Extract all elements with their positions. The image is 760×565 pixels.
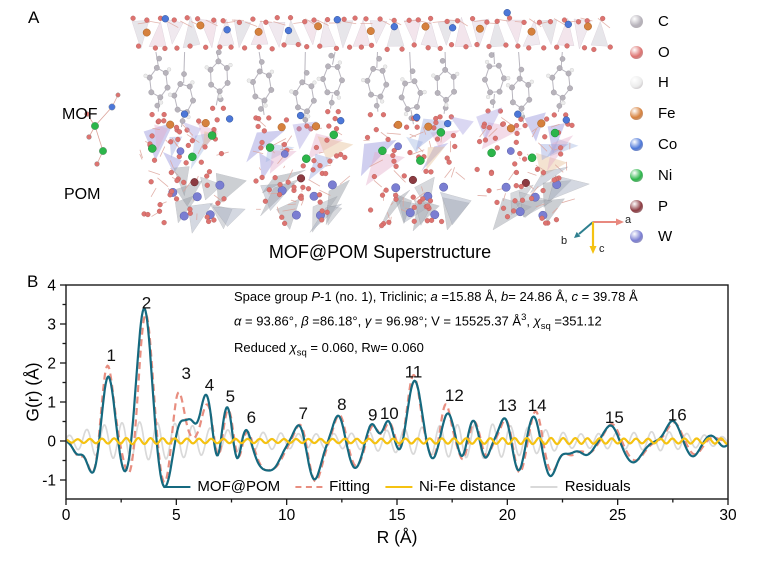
edge-atom-chain: [84, 92, 121, 167]
atom-legend-item-w: W: [630, 222, 677, 253]
peak-label-7: 7: [298, 404, 307, 423]
y-tick-label: 3: [47, 317, 56, 334]
mof-pom-interface-cluster: [139, 110, 234, 176]
x-axis-label: R (Å): [376, 527, 418, 547]
panel-a-caption: MOF@POM Superstructure: [268, 242, 492, 262]
x-tick-label: 25: [609, 507, 626, 524]
atom-legend-item-p: P: [630, 191, 677, 222]
atom-sphere-w-icon: [630, 230, 643, 244]
axis-a-label: a: [625, 214, 632, 226]
atom-symbol-label: P: [658, 197, 669, 215]
series-ni-fe-distance: [66, 436, 728, 446]
pom-cluster: [141, 166, 247, 234]
y-axis-label: G(r) (Å): [22, 362, 43, 422]
legend-label: Fitting: [329, 478, 371, 495]
axis-b-label: b: [561, 235, 568, 247]
chart-series: [66, 307, 728, 489]
peak-label-16: 16: [668, 405, 687, 424]
y-tick-label: 0: [47, 434, 56, 451]
x-tick-label: 5: [172, 507, 181, 524]
atom-sphere-co-icon: [630, 138, 643, 152]
atom-legend-item-ni: Ni: [630, 160, 677, 191]
pom-cluster: [477, 166, 591, 231]
legend-label: Residuals: [564, 478, 631, 495]
peak-label-8: 8: [337, 395, 346, 414]
panel-b-label: B: [27, 272, 39, 291]
legend-line-sample: [530, 485, 558, 488]
atom-symbol-label: Fe: [658, 105, 676, 123]
pom-cluster: [367, 167, 472, 232]
atom-sphere-ni-icon: [630, 168, 643, 182]
atom-legend-item-fe: Fe: [630, 98, 677, 129]
chart-legend-item: Ni-Fe distance: [385, 478, 516, 495]
peak-label-10: 10: [380, 404, 399, 423]
series-mof-pom: [66, 307, 728, 489]
peak-label-9: 9: [368, 405, 377, 424]
legend-line-sample: [385, 485, 413, 488]
peak-label-5: 5: [226, 387, 235, 406]
atom-color-legend: C O H Fe Co Ni P W: [630, 6, 677, 252]
peak-label-13: 13: [498, 396, 517, 415]
x-tick-label: 20: [499, 507, 517, 524]
atom-legend-item-o: O: [630, 37, 677, 68]
peak-label-4: 4: [205, 375, 214, 394]
atom-legend-item-h: H: [630, 68, 677, 99]
atom-sphere-p-icon: [630, 199, 643, 213]
atom-sphere-o-icon: [630, 45, 643, 59]
atom-sphere-h-icon: [630, 76, 643, 90]
mof-pom-interface-cluster: [360, 113, 474, 186]
series-fitting: [66, 312, 728, 484]
peak-label-14: 14: [528, 396, 547, 415]
atom-symbol-label: Ni: [658, 166, 673, 184]
atom-legend-item-co: Co: [630, 129, 677, 160]
pom-layer-label: POM: [64, 186, 101, 203]
annotation-line-2: α = 93.86°, β =86.18°, γ = 96.98°; V = 1…: [234, 312, 602, 332]
axis-ticks: [60, 284, 729, 505]
chart-legend-item: Fitting: [295, 478, 370, 495]
legend-label: Ni-Fe distance: [419, 478, 516, 495]
atom-sphere-fe-icon: [630, 107, 643, 121]
x-tick-label: 10: [278, 507, 296, 524]
axis-triad: [574, 218, 624, 254]
legend-line-sample: [163, 485, 191, 488]
mof-layer-label: MOF: [62, 106, 98, 123]
atom-symbol-label: W: [658, 228, 673, 246]
y-tick-label: 1: [47, 395, 56, 412]
legend-line-sample: [295, 485, 323, 488]
atom-symbol-label: O: [658, 43, 670, 61]
peak-label-11: 11: [405, 363, 423, 382]
atom-sphere-c-icon: [630, 14, 643, 28]
panel-a-label: A: [28, 8, 40, 27]
chart-legend-item: MOF@POM: [163, 478, 280, 495]
atom-symbol-label: Co: [658, 136, 678, 154]
peak-label-1: 1: [107, 346, 116, 365]
peak-label-12: 12: [445, 386, 464, 405]
refinement-parameters-annotation: Space group P-1 (no. 1), Triclinic; a =1…: [234, 286, 638, 364]
mof-ribbon-layer: [130, 9, 613, 53]
y-tick-label: -1: [42, 473, 56, 490]
axis-c-label: c: [599, 243, 605, 255]
x-tick-label: 30: [719, 507, 737, 524]
chart-legend: MOF@POM Fitting Ni-Fe distance Residuals: [163, 478, 631, 495]
peak-label-6: 6: [247, 408, 256, 427]
x-tick-label: 15: [388, 507, 405, 524]
peak-label-3: 3: [182, 364, 191, 383]
pom-cluster: [253, 169, 351, 233]
x-tick-label: 0: [62, 507, 71, 524]
legend-label: MOF@POM: [197, 478, 281, 495]
y-tick-label: 2: [47, 356, 56, 373]
annotation-line-3: Reduced χsq = 0.060, Rw= 0.060: [234, 339, 424, 359]
atom-symbol-label: H: [658, 74, 669, 92]
atom-symbol-label: C: [658, 12, 669, 30]
annotation-line-1: Space group P-1 (no. 1), Triclinic; a =1…: [234, 289, 638, 304]
chart-legend-item: Residuals: [530, 478, 631, 495]
y-tick-label: 4: [47, 278, 56, 295]
mof-pom-interface-cluster: [246, 111, 354, 181]
atom-legend-item-c: C: [630, 6, 677, 37]
mof-pom-structure-rendering: [84, 9, 624, 254]
peak-label-15: 15: [605, 408, 624, 427]
peak-label-2: 2: [142, 294, 151, 313]
